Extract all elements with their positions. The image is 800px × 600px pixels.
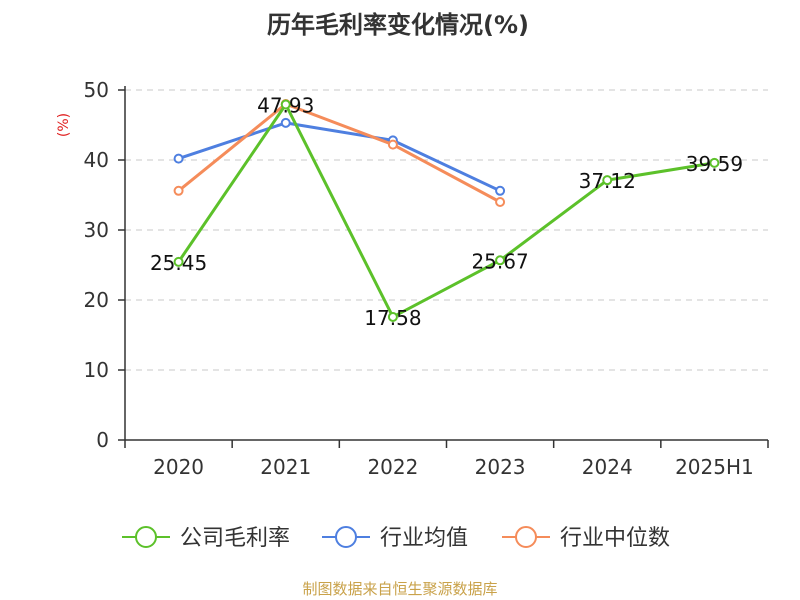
data-labels: 25.45 47.93 17.58 25.67 37.12 39.59 [150,93,743,329]
source-note: 制图数据来自恒生聚源数据库 [302,580,497,598]
data-point [495,185,506,196]
data-point [602,175,613,186]
legend-marker [135,526,157,548]
data-label: 39.59 [686,152,743,176]
data-label: 17.58 [364,306,421,330]
series-layer [173,99,720,322]
legend-marker [515,526,537,548]
y-tick-label: 40 [84,148,109,172]
y-tick-label: 30 [84,218,109,242]
legend-marker [335,526,357,548]
axes: 0 10 20 30 40 50 2020 2021 2022 2023 2024 2025H1 [84,78,769,479]
data-point [173,153,184,164]
data-point [495,197,506,207]
series-line [177,102,501,204]
data-point [173,185,184,196]
data-point [495,255,506,266]
data-point [173,256,184,267]
data-label: 37.12 [579,169,636,193]
data-label: 47.93 [257,93,314,117]
x-tick-label: 2020 [153,455,204,479]
y-axis-label: (%) [56,113,72,137]
data-point [387,139,398,150]
y-tick-label: 50 [84,78,109,102]
data-point [387,311,398,322]
series-line [178,121,501,193]
legend-label: 公司毛利率 [180,526,290,551]
data-point [709,157,720,168]
legend: 公司毛利率 行业均值 行业中位数 [122,526,670,551]
data-point [280,99,291,110]
x-tick-label: 2023 [475,455,526,479]
y-tick-label: 20 [84,288,109,312]
x-tick-label: 2022 [367,455,418,479]
data-label: 25.67 [471,249,528,273]
y-tick-label: 10 [84,358,109,382]
data-label: 25.45 [150,251,207,275]
data-point [280,117,291,128]
x-tick-label: 2025H1 [675,455,754,479]
y-tick-label: 0 [96,428,109,452]
chart-title: 历年毛利率变化情况(%) [267,11,529,39]
series-line [177,102,715,319]
legend-label: 行业均值 [380,526,468,551]
x-tick-label: 2021 [260,455,311,479]
grid-lines [125,89,768,371]
x-tick-label: 2024 [582,455,633,479]
legend-label: 行业中位数 [560,526,670,551]
